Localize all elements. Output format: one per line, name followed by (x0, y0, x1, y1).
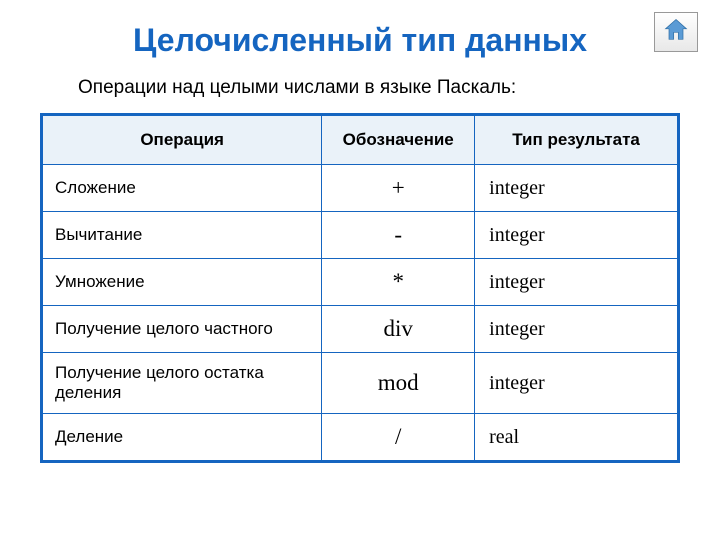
op-type-cell: integer (475, 353, 679, 414)
op-name-cell: Получение целого остатка деления (42, 353, 322, 414)
operations-table-wrap: Операция Обозначение Тип результата Слож… (0, 113, 720, 463)
op-symbol-cell: * (322, 259, 475, 306)
table-row: Получение целого частного div integer (42, 306, 679, 353)
table-row: Вычитание - integer (42, 212, 679, 259)
op-type-cell: integer (475, 259, 679, 306)
op-symbol-cell: mod (322, 353, 475, 414)
col-header-symbol: Обозначение (322, 115, 475, 165)
op-type-cell: integer (475, 306, 679, 353)
col-header-operation: Операция (42, 115, 322, 165)
col-header-type: Тип результата (475, 115, 679, 165)
table-row: Получение целого остатка деления mod int… (42, 353, 679, 414)
op-type-cell: integer (475, 212, 679, 259)
op-name-cell: Деление (42, 414, 322, 462)
table-header-row: Операция Обозначение Тип результата (42, 115, 679, 165)
table-row: Умножение * integer (42, 259, 679, 306)
operations-table: Операция Обозначение Тип результата Слож… (40, 113, 680, 463)
page-title: Целочисленный тип данных (0, 0, 720, 77)
op-symbol-cell: div (322, 306, 475, 353)
op-symbol-cell: - (322, 212, 475, 259)
op-name-cell: Умножение (42, 259, 322, 306)
home-icon (662, 16, 690, 49)
op-type-cell: real (475, 414, 679, 462)
table-row: Деление / real (42, 414, 679, 462)
home-button[interactable] (654, 12, 698, 52)
op-name-cell: Вычитание (42, 212, 322, 259)
op-name-cell: Сложение (42, 165, 322, 212)
table-row: Сложение + integer (42, 165, 679, 212)
op-type-cell: integer (475, 165, 679, 212)
op-symbol-cell: + (322, 165, 475, 212)
op-symbol-cell: / (322, 414, 475, 462)
op-name-cell: Получение целого частного (42, 306, 322, 353)
page-subtitle: Операции над целыми числами в языке Паск… (0, 77, 720, 113)
